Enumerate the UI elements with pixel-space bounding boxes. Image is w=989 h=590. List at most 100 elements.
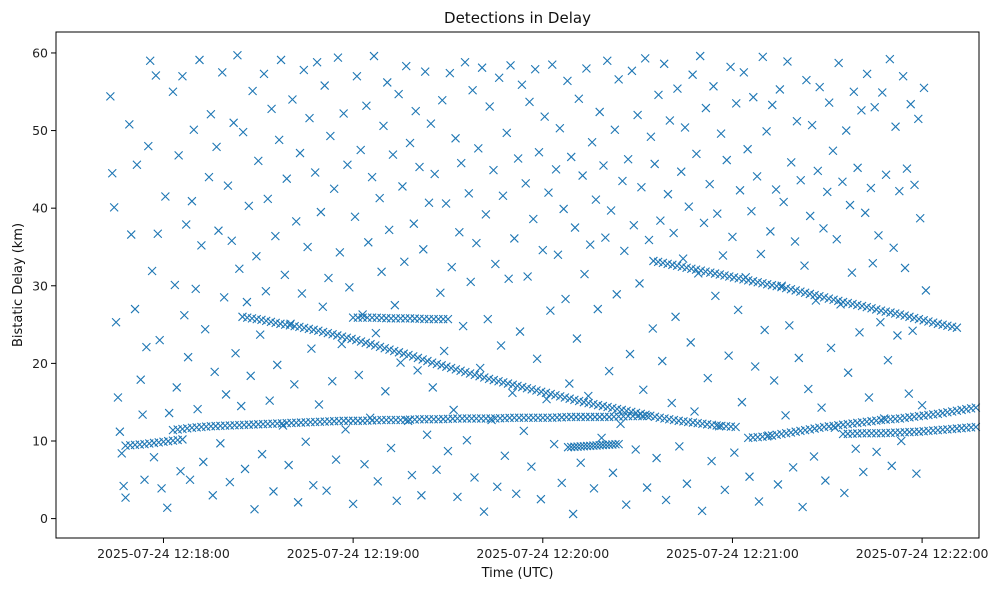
data-point bbox=[208, 490, 218, 500]
data-point bbox=[352, 71, 362, 81]
data-point bbox=[179, 310, 189, 320]
data-point bbox=[894, 186, 904, 196]
data-point bbox=[489, 165, 498, 175]
data-point bbox=[267, 104, 276, 114]
data-point bbox=[367, 172, 377, 182]
data-point bbox=[343, 160, 352, 170]
data-point bbox=[637, 182, 646, 192]
data-point bbox=[896, 436, 906, 446]
data-point bbox=[754, 497, 764, 506]
data-point bbox=[407, 470, 417, 480]
data-point bbox=[874, 230, 883, 240]
data-point bbox=[168, 87, 178, 97]
data-point bbox=[483, 314, 493, 324]
data-point bbox=[382, 78, 392, 87]
data-point bbox=[710, 291, 720, 301]
data-point bbox=[667, 398, 677, 408]
data-point bbox=[655, 216, 665, 225]
data-point bbox=[570, 223, 580, 232]
data-point bbox=[857, 105, 866, 115]
data-point bbox=[595, 107, 605, 117]
data-point bbox=[233, 50, 242, 60]
x-tick-label: 2025-07-24 12:19:00 bbox=[287, 546, 420, 561]
data-point bbox=[234, 264, 244, 274]
data-point bbox=[847, 268, 857, 277]
data-point bbox=[259, 69, 269, 79]
data-point bbox=[802, 75, 811, 85]
data-point bbox=[255, 330, 265, 340]
data-point bbox=[860, 208, 870, 218]
data-point bbox=[671, 312, 680, 322]
data-point bbox=[750, 362, 760, 371]
chart-title: Detections in Delay bbox=[444, 9, 591, 27]
data-point bbox=[282, 174, 292, 184]
data-point bbox=[610, 125, 620, 135]
data-point bbox=[363, 237, 373, 247]
data-point bbox=[566, 152, 576, 162]
data-point bbox=[327, 376, 337, 386]
data-point bbox=[265, 396, 275, 406]
data-point bbox=[214, 226, 223, 236]
data-point bbox=[278, 421, 288, 430]
data-point bbox=[638, 385, 648, 395]
data-point bbox=[758, 52, 768, 62]
data-point bbox=[479, 507, 489, 517]
data-point bbox=[822, 187, 832, 197]
data-point bbox=[716, 129, 726, 139]
data-point bbox=[162, 503, 172, 513]
data-point bbox=[646, 132, 656, 142]
data-point bbox=[703, 373, 713, 383]
data-point bbox=[832, 234, 842, 244]
data-point bbox=[170, 280, 180, 290]
data-point bbox=[853, 163, 863, 173]
data-point bbox=[197, 241, 206, 250]
data-point bbox=[270, 231, 280, 241]
data-point bbox=[547, 60, 557, 69]
data-point bbox=[153, 229, 163, 239]
data-point bbox=[631, 445, 641, 454]
data-point bbox=[119, 481, 129, 491]
data-point bbox=[492, 482, 502, 492]
data-point bbox=[900, 263, 910, 273]
data-point bbox=[819, 223, 828, 233]
data-point bbox=[544, 188, 553, 198]
data-point bbox=[673, 84, 682, 94]
data-point bbox=[420, 67, 430, 76]
data-point bbox=[513, 154, 523, 163]
data-point bbox=[898, 71, 908, 81]
data-point bbox=[720, 485, 730, 495]
data-point bbox=[246, 371, 256, 381]
data-point bbox=[172, 383, 182, 392]
data-point bbox=[604, 366, 614, 376]
data-point bbox=[454, 227, 464, 237]
data-point bbox=[308, 480, 318, 490]
data-point bbox=[149, 452, 159, 462]
data-point bbox=[174, 151, 184, 160]
data-point bbox=[875, 317, 885, 327]
data-point bbox=[904, 389, 914, 399]
data-point bbox=[756, 249, 766, 259]
data-point bbox=[276, 55, 286, 65]
data-point bbox=[124, 119, 134, 129]
data-point bbox=[430, 169, 440, 179]
x-tick-label: 2025-07-24 12:20:00 bbox=[476, 546, 609, 561]
data-point bbox=[877, 88, 887, 97]
data-point bbox=[496, 341, 506, 350]
track-point bbox=[731, 422, 740, 432]
data-point bbox=[858, 467, 868, 477]
data-point bbox=[261, 286, 271, 296]
data-point bbox=[762, 126, 771, 136]
data-point bbox=[817, 403, 826, 413]
data-point bbox=[722, 155, 732, 165]
data-point bbox=[775, 85, 785, 94]
data-point bbox=[517, 80, 527, 90]
data-point bbox=[805, 211, 815, 221]
data-point bbox=[574, 94, 584, 104]
data-point bbox=[377, 267, 386, 277]
data-point bbox=[329, 184, 339, 194]
data-point bbox=[200, 324, 210, 334]
data-point bbox=[839, 488, 849, 498]
data-point bbox=[121, 493, 130, 503]
data-point bbox=[792, 116, 802, 126]
